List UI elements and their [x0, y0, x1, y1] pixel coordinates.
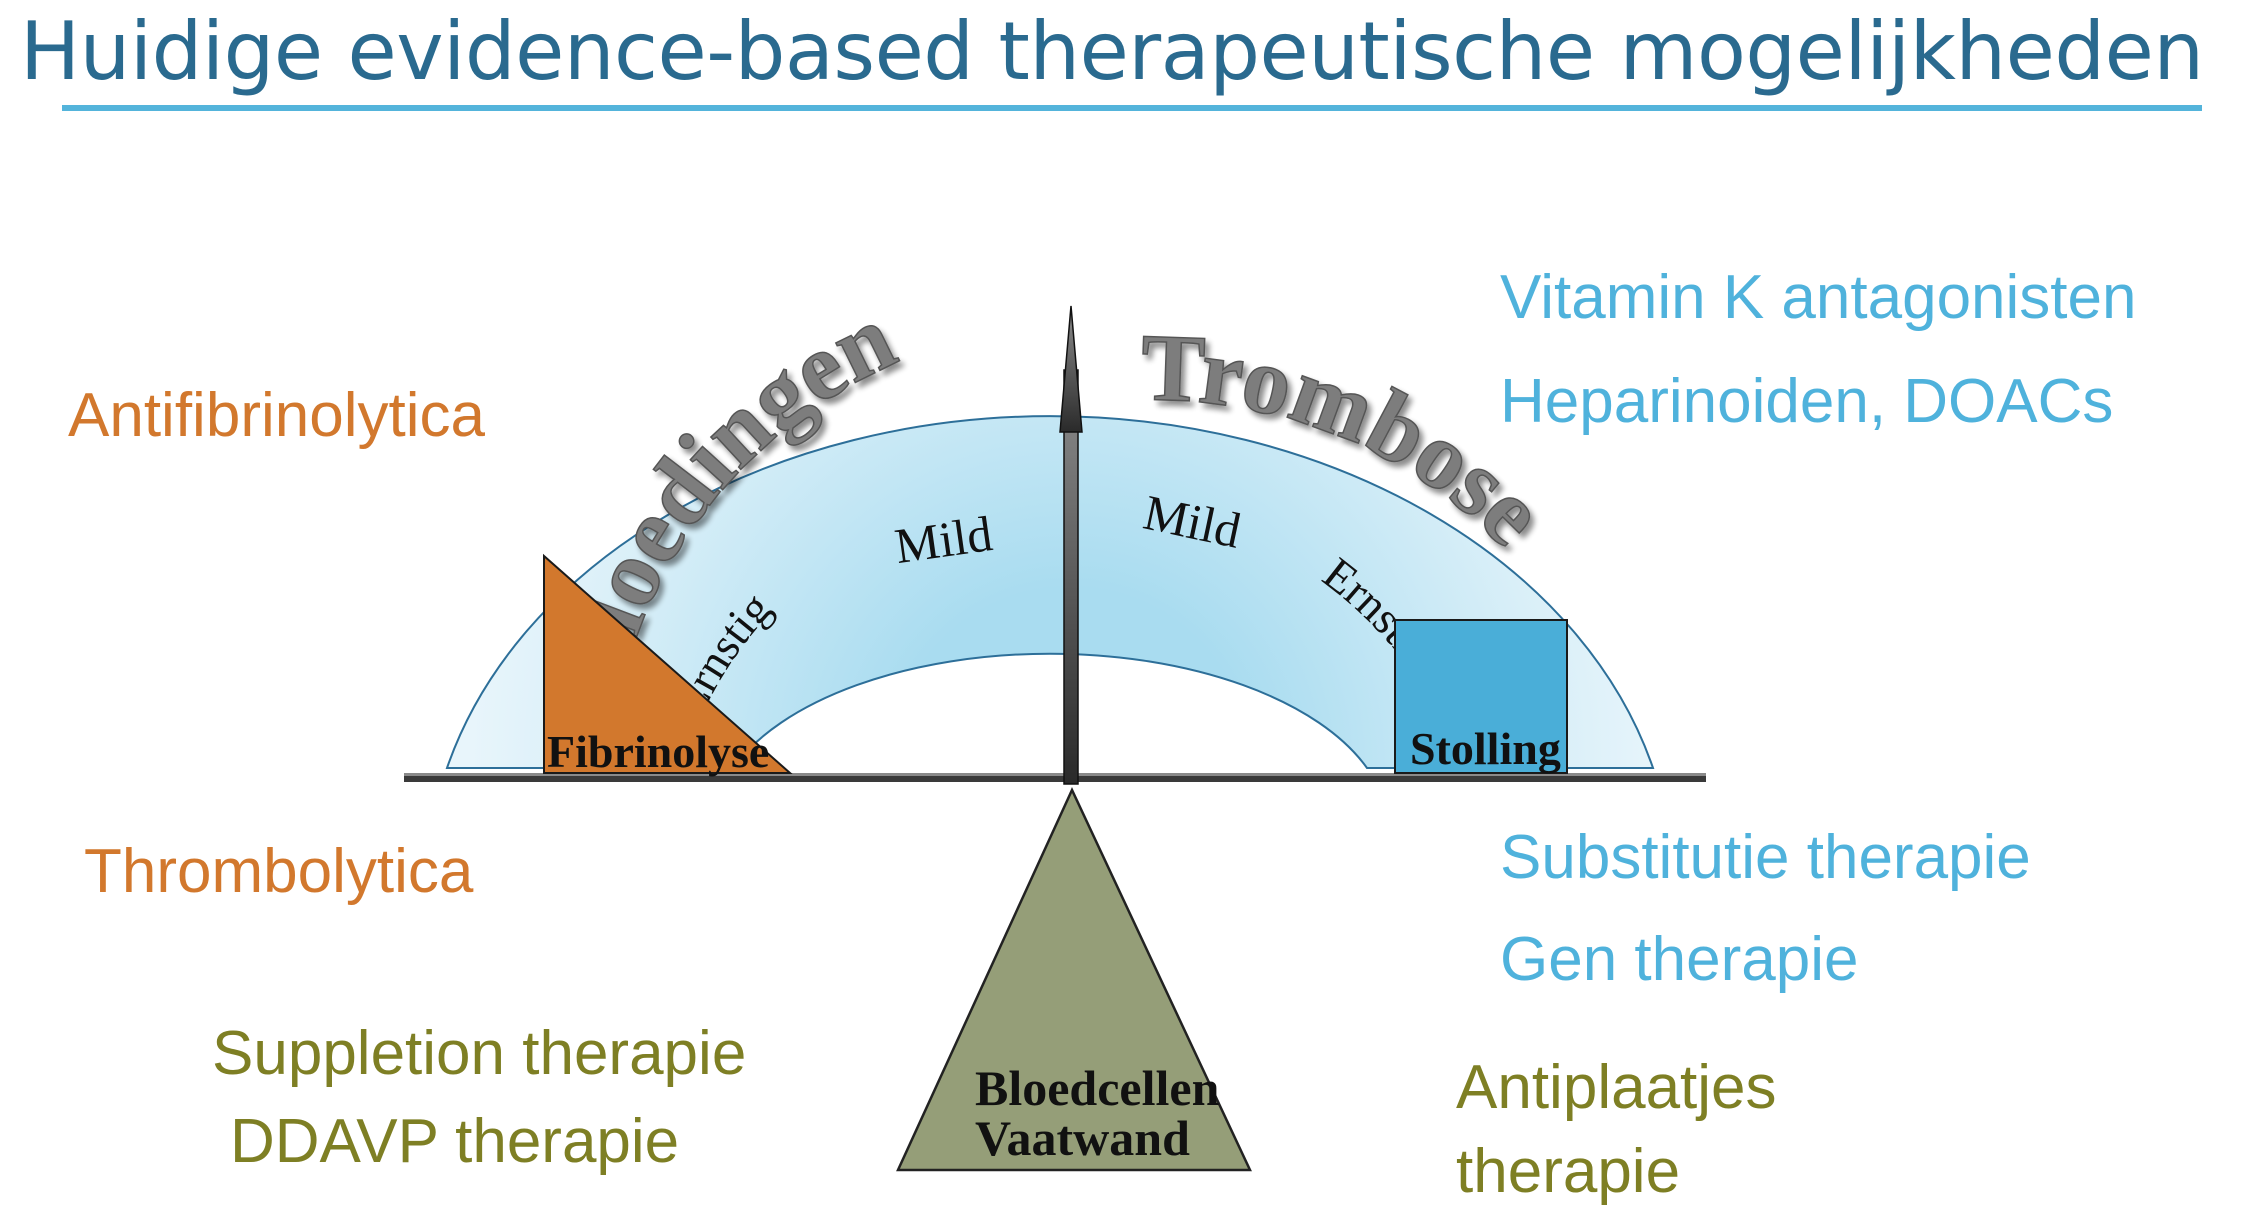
weight-stolling-label: Stolling — [1410, 723, 1561, 774]
title-underline — [62, 105, 2202, 111]
label-antiplaatjes-line1: Antiplaatjes — [1456, 1053, 1777, 1122]
label-heparinoiden-doacs: Heparinoiden, DOACs — [1500, 367, 2114, 436]
fulcrum-label-line2: Vaatwand — [975, 1110, 1190, 1166]
arc-left-mild: Mild — [891, 505, 995, 574]
label-vitamin-k-antagonisten: Vitamin K antagonisten — [1500, 263, 2137, 332]
weight-stolling — [1394, 619, 1568, 774]
label-antiplaatjes-line2: therapie — [1456, 1137, 1681, 1206]
weight-fibrinolyse — [543, 553, 793, 774]
weight-fibrinolyse-label: Fibrinolyse — [547, 726, 769, 777]
label-antifibrinolytica: Antifibrinolytica — [68, 381, 485, 450]
balance-pointer-head — [1059, 305, 1083, 433]
page-title: Huidige evidence-based therapeutische mo… — [20, 5, 2204, 98]
label-ddavp-therapie: DDAVP therapie — [230, 1107, 680, 1176]
label-thrombolytica: Thrombolytica — [84, 837, 474, 906]
fulcrum-label-line1: Bloedcellen — [975, 1060, 1220, 1116]
label-suppletion-therapie: Suppletion therapie — [212, 1019, 747, 1088]
label-gen-therapie: Gen therapie — [1500, 925, 1859, 994]
fulcrum-triangle — [896, 787, 1252, 1172]
label-substitutie-therapie: Substitutie therapie — [1500, 823, 2031, 892]
balance-beam — [404, 773, 1706, 782]
